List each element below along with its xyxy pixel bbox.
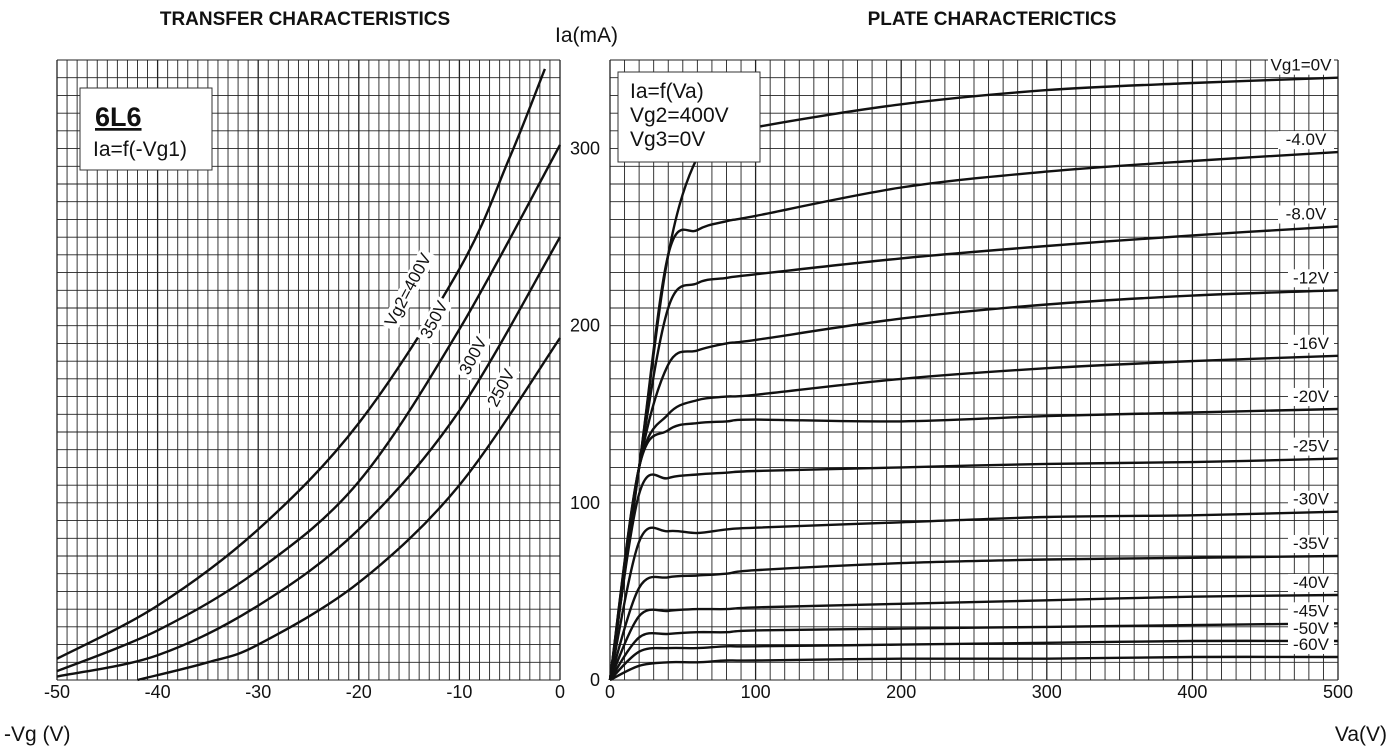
plate-curve-line — [608, 407, 1339, 681]
plate-curve-label-bg — [1288, 269, 1334, 288]
plate-curve-label-bg — [1288, 573, 1334, 592]
transfer-function-label: Ia=f(-Vg1) — [93, 138, 187, 161]
transfer-x-tick-label: -40 — [145, 682, 171, 702]
plate-x-axis-label: Va(V) — [1335, 723, 1387, 746]
plate-curve-line — [609, 639, 1339, 681]
transfer-x-tick-label: -30 — [245, 682, 271, 702]
plate-x-tick-label: 200 — [886, 682, 916, 702]
plate-y-tick-label: 200 — [570, 316, 600, 336]
transfer-curve-label-bg — [482, 363, 521, 413]
tube-model-label: 6L6 — [95, 102, 142, 132]
transfer-legend-box: 6L6 Ia=f(-Vg1) — [79, 87, 213, 171]
plate-curve-label: -12V — [1293, 268, 1330, 287]
plate-curve-label: Vg1=0V — [1271, 56, 1333, 75]
plate-y-tick-label: 100 — [570, 493, 600, 513]
plate-curve-line — [609, 622, 1339, 681]
plate-curve-label-bg — [1288, 635, 1334, 654]
plate-curve-label: -50V — [1293, 619, 1330, 638]
plate-curve-label: -16V — [1293, 334, 1330, 353]
screen-voltage-label: Vg2=400V — [630, 104, 729, 127]
plate-curve-label-bg — [1288, 490, 1334, 509]
plate-curve-label-bg — [1288, 437, 1334, 456]
plate-chart-title: PLATE CHARACTERICTICS — [868, 9, 1117, 30]
plate-curve-label: -8.0V — [1286, 205, 1327, 224]
transfer-curve-line — [56, 236, 562, 678]
plate-curve-label: -35V — [1293, 534, 1330, 553]
plate-curve-label: -45V — [1293, 601, 1330, 620]
plate-legend-box: Ia=f(Va) Vg2=400V Vg3=0V — [617, 71, 761, 163]
suppressor-voltage-label: Vg3=0V — [630, 128, 705, 151]
plate-curve-label: -25V — [1293, 437, 1330, 456]
transfer-curve-label-bg — [415, 295, 454, 345]
plate-curve-line — [608, 457, 1339, 681]
plate-curve-line — [608, 289, 1339, 681]
plate-x-tick-label: 0 — [605, 682, 615, 702]
transfer-curve-line — [137, 337, 561, 682]
plate-curve-label-bg — [1288, 334, 1334, 353]
plate-curve-label: -30V — [1293, 490, 1330, 509]
plate-curve-label-bg — [1288, 387, 1334, 406]
plate-x-tick-label: 500 — [1323, 682, 1353, 702]
plate-x-tick-label: 400 — [1177, 682, 1207, 702]
transfer-curve-label-bg — [454, 331, 493, 381]
plate-y-tick-label: 0 — [590, 670, 600, 690]
plate-curve-label-bg — [1268, 56, 1334, 75]
transfer-x-axis-label: -Vg (V) — [4, 723, 71, 746]
transfer-x-tick-label: -50 — [44, 682, 70, 702]
transfer-curve-line — [56, 144, 562, 673]
plate-chart: 0 100 200 300 400 500 0 100 200 300 Vg1=0V -4.0V -8.… — [570, 56, 1353, 702]
plate-curve-label-bg — [1278, 205, 1334, 224]
transfer-curve-label-bg — [380, 247, 437, 333]
transfer-x-tick-label: -10 — [446, 682, 472, 702]
plate-curve-line — [609, 655, 1339, 682]
plate-curve-label-bg — [1278, 131, 1334, 150]
plate-function-label: Ia=f(Va) — [630, 80, 704, 103]
plate-curve-line — [608, 593, 1339, 681]
plate-x-tick-label: 100 — [741, 682, 771, 702]
transfer-curve-line — [56, 68, 547, 660]
plate-y-tick-label: 300 — [570, 139, 600, 159]
plate-curve-line — [608, 225, 1339, 681]
plate-curve-label: -60V — [1293, 635, 1330, 654]
transfer-x-tick-label: 0 — [555, 682, 565, 702]
plate-curve-line — [608, 554, 1339, 681]
plate-curve-label: -20V — [1293, 387, 1330, 406]
plate-x-tick-label: 300 — [1032, 682, 1062, 702]
transfer-x-tick-label: -20 — [346, 682, 372, 702]
y-axis-label: Ia(mA) — [555, 24, 618, 47]
transfer-chart-title: TRANSFER CHARACTERISTICS — [160, 9, 450, 30]
plate-curve-label: -4.0V — [1286, 130, 1327, 149]
plate-curve-line — [608, 510, 1339, 681]
plate-curve-label: -40V — [1293, 573, 1330, 592]
plate-curve-label-bg — [1288, 620, 1334, 639]
plate-curve-label-bg — [1288, 602, 1334, 621]
plate-curve-label-bg — [1288, 535, 1334, 553]
